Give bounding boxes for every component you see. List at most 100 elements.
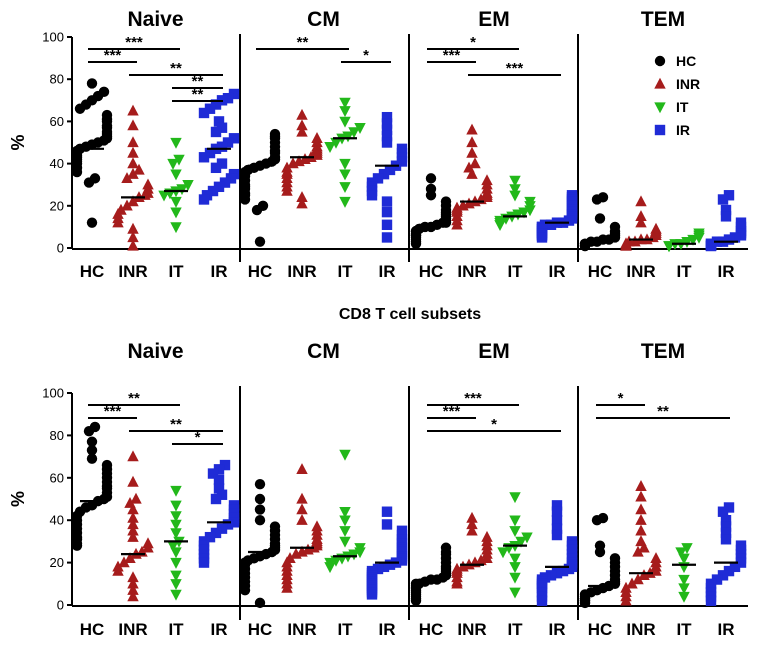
data-point [620,239,632,251]
data-point [130,492,142,504]
data-point [170,207,182,219]
data-point [366,589,378,600]
significance-label: ** [192,86,204,103]
data-point [228,517,240,528]
category-label: IR [718,262,735,281]
data-point [729,232,741,243]
data-point [158,190,170,202]
data-point [466,136,478,148]
data-point [509,553,521,565]
group-it [324,97,366,208]
panel-title: EM [478,340,510,363]
y-tick-label: 40 [50,156,64,171]
category-label: IT [676,262,692,281]
data-point [210,493,222,505]
panel-cm: CM HC INR IT IR [239,340,410,639]
data-point [222,137,234,148]
data-point [381,130,393,142]
data-point [563,563,575,575]
category-label: HC [419,620,444,639]
data-point [494,220,506,232]
category-label: IR [379,620,396,639]
data-point [705,240,717,252]
data-point [170,222,182,234]
y-tick-label: 0 [57,241,64,256]
data-point [381,506,393,517]
legend-label-ir: IR [676,122,690,138]
data-point [339,106,351,118]
group-ir [705,190,747,252]
data-point [127,518,139,530]
group-it [663,228,705,253]
data-point [228,88,240,100]
significance-label: * [491,416,497,433]
category-label: INR [287,262,316,281]
data-point [551,568,563,579]
category-label: HC [588,262,613,281]
data-point [127,571,139,583]
significance-label: ** [657,403,669,420]
group-it [164,485,188,601]
significance-label: * [618,390,624,407]
y-axis-label: % [8,491,28,507]
legend-marker-hc [654,55,666,67]
data-point [378,561,390,573]
category-label: INR [626,620,655,639]
data-point [729,561,741,573]
data-point [170,528,182,540]
data-point [216,122,228,133]
data-point [497,547,509,559]
data-point [717,570,729,581]
data-point [678,574,690,586]
data-point [723,234,735,245]
significance-label: * [195,429,201,446]
data-point [127,167,139,179]
data-point [216,523,228,534]
category-label: IR [379,262,396,281]
data-point [127,524,139,536]
group-it [494,175,536,232]
data-point [213,464,225,475]
data-point [720,515,732,526]
data-point [663,241,675,253]
data-point [210,99,222,110]
y-tick-label: 60 [50,470,64,485]
y-tick-label: 100 [42,30,64,45]
data-point [410,595,422,606]
category-label: INR [118,620,147,639]
data-point [591,515,603,526]
data-point [127,119,139,131]
data-point [330,137,342,149]
data-point [170,579,182,591]
significance-label: *** [506,60,524,77]
data-point [536,232,548,243]
data-point [219,177,231,188]
data-point [167,540,179,552]
category-label: IR [211,262,228,281]
data-point [127,511,139,523]
data-point [629,235,641,247]
data-point [563,215,575,226]
data-point [254,236,266,247]
group-hc [410,542,452,606]
data-point [118,556,130,568]
data-point [210,126,222,138]
category-label: IT [337,262,353,281]
data-point [723,190,735,201]
data-point [425,221,437,233]
group-hc [71,421,113,551]
data-point [579,240,591,252]
data-point [170,169,182,181]
group-ir [366,506,408,600]
data-point [170,519,182,531]
data-point [170,570,182,582]
group-hc [71,78,113,228]
data-point [381,118,393,129]
data-point [254,493,266,505]
data-point [254,478,266,490]
panel-title: CM [307,340,340,363]
data-point [167,158,179,170]
data-point [170,485,182,497]
